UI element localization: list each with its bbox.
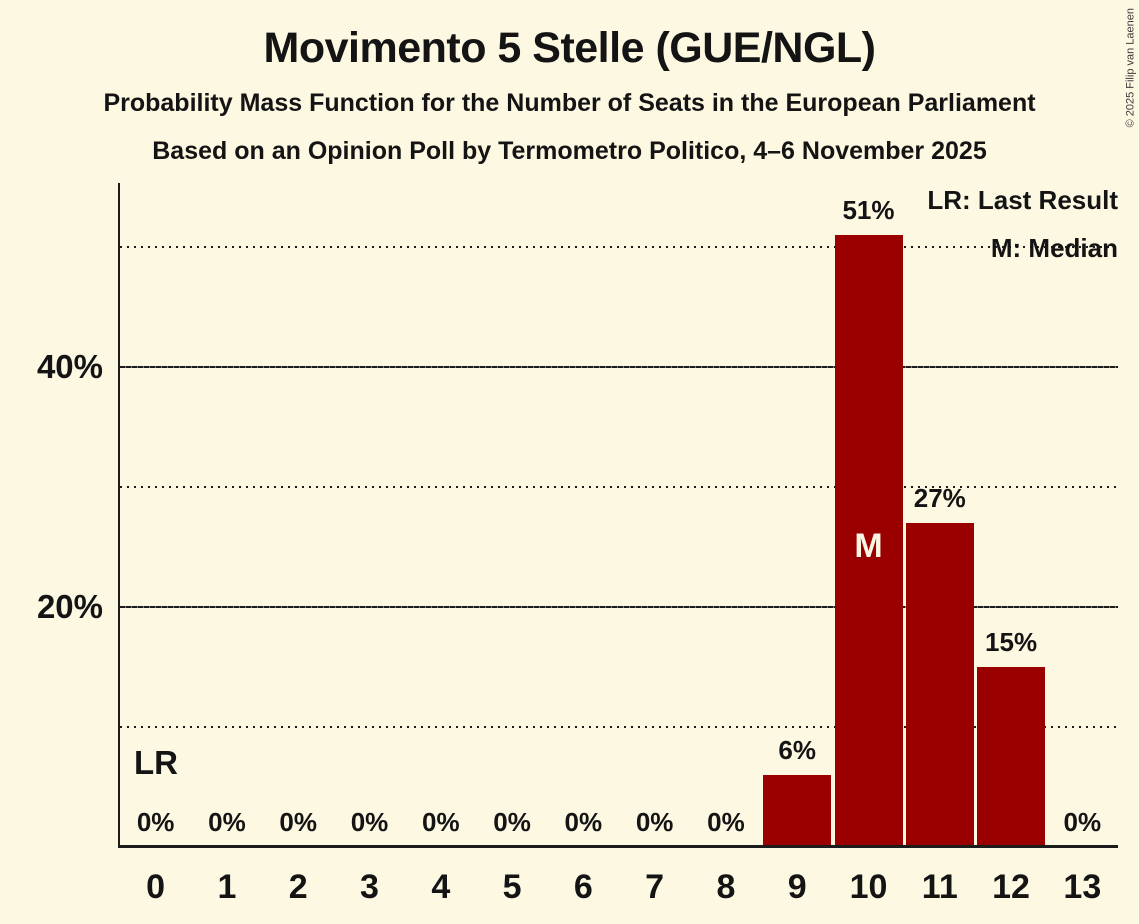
gridline-50pct: [120, 246, 1118, 248]
bar-seats-12: [977, 667, 1046, 847]
bar-value-label-10: 51%: [842, 195, 895, 225]
bar-value-label-13: 0%: [1063, 807, 1102, 837]
bar-value-label-2: 0%: [279, 807, 317, 837]
x-tick-label-0: 0: [146, 868, 166, 906]
x-tick-label-2: 2: [288, 868, 308, 906]
x-tick-label-1: 1: [217, 868, 237, 906]
bar-value-label-4: 0%: [421, 807, 460, 837]
gridline-10pct: [120, 726, 1118, 728]
x-tick-label-4: 4: [431, 868, 451, 906]
y-axis-line: [118, 183, 120, 847]
x-tick-label-6: 6: [573, 868, 593, 906]
legend-median: M: Median: [990, 233, 1118, 263]
chart-source-line: Based on an Opinion Poll by Termometro P…: [152, 137, 987, 165]
bar-value-label-5: 0%: [493, 807, 531, 837]
x-tick-label-10: 10: [849, 868, 888, 906]
bar-value-label-6: 0%: [564, 807, 603, 837]
bar-value-label-8: 0%: [707, 807, 745, 837]
x-tick-label-5: 5: [502, 868, 522, 906]
x-axis-line: [118, 845, 1118, 848]
x-tick-label-11: 11: [921, 868, 958, 906]
legend-last-result: LR: Last Result: [927, 185, 1118, 215]
bar-value-label-3: 0%: [350, 807, 389, 837]
bar-value-label-1: 0%: [208, 807, 246, 837]
bar-seats-11: [905, 523, 974, 847]
median-marker: M: [854, 527, 883, 565]
bar-seats-9: [763, 775, 832, 847]
x-tick-label-8: 8: [716, 868, 736, 906]
bar-value-label-9: 6%: [778, 735, 816, 765]
gridline-20pct: [120, 606, 1118, 608]
gridline-30pct: [120, 486, 1118, 488]
x-tick-label-7: 7: [645, 868, 665, 906]
bar-value-label-7: 0%: [635, 807, 674, 837]
y-tick-label-20: 20%: [36, 588, 103, 625]
gridline-40pct: [120, 366, 1118, 368]
x-tick-label-3: 3: [360, 868, 379, 906]
chart-title: Movimento 5 Stelle (GUE/NGL): [263, 24, 876, 72]
bar-value-label-0: 0%: [136, 807, 175, 837]
x-tick-label-13: 13: [1063, 868, 1102, 906]
last-result-marker: LR: [134, 744, 178, 781]
bar-seats-10: [834, 235, 903, 847]
y-tick-label-40: 40%: [36, 348, 103, 385]
chart-subtitle: Probability Mass Function for the Number…: [103, 89, 1036, 117]
bar-value-label-12: 15%: [985, 627, 1038, 657]
x-tick-label-9: 9: [787, 868, 807, 906]
x-tick-label-12: 12: [992, 868, 1030, 906]
bar-value-label-11: 27%: [913, 483, 966, 513]
